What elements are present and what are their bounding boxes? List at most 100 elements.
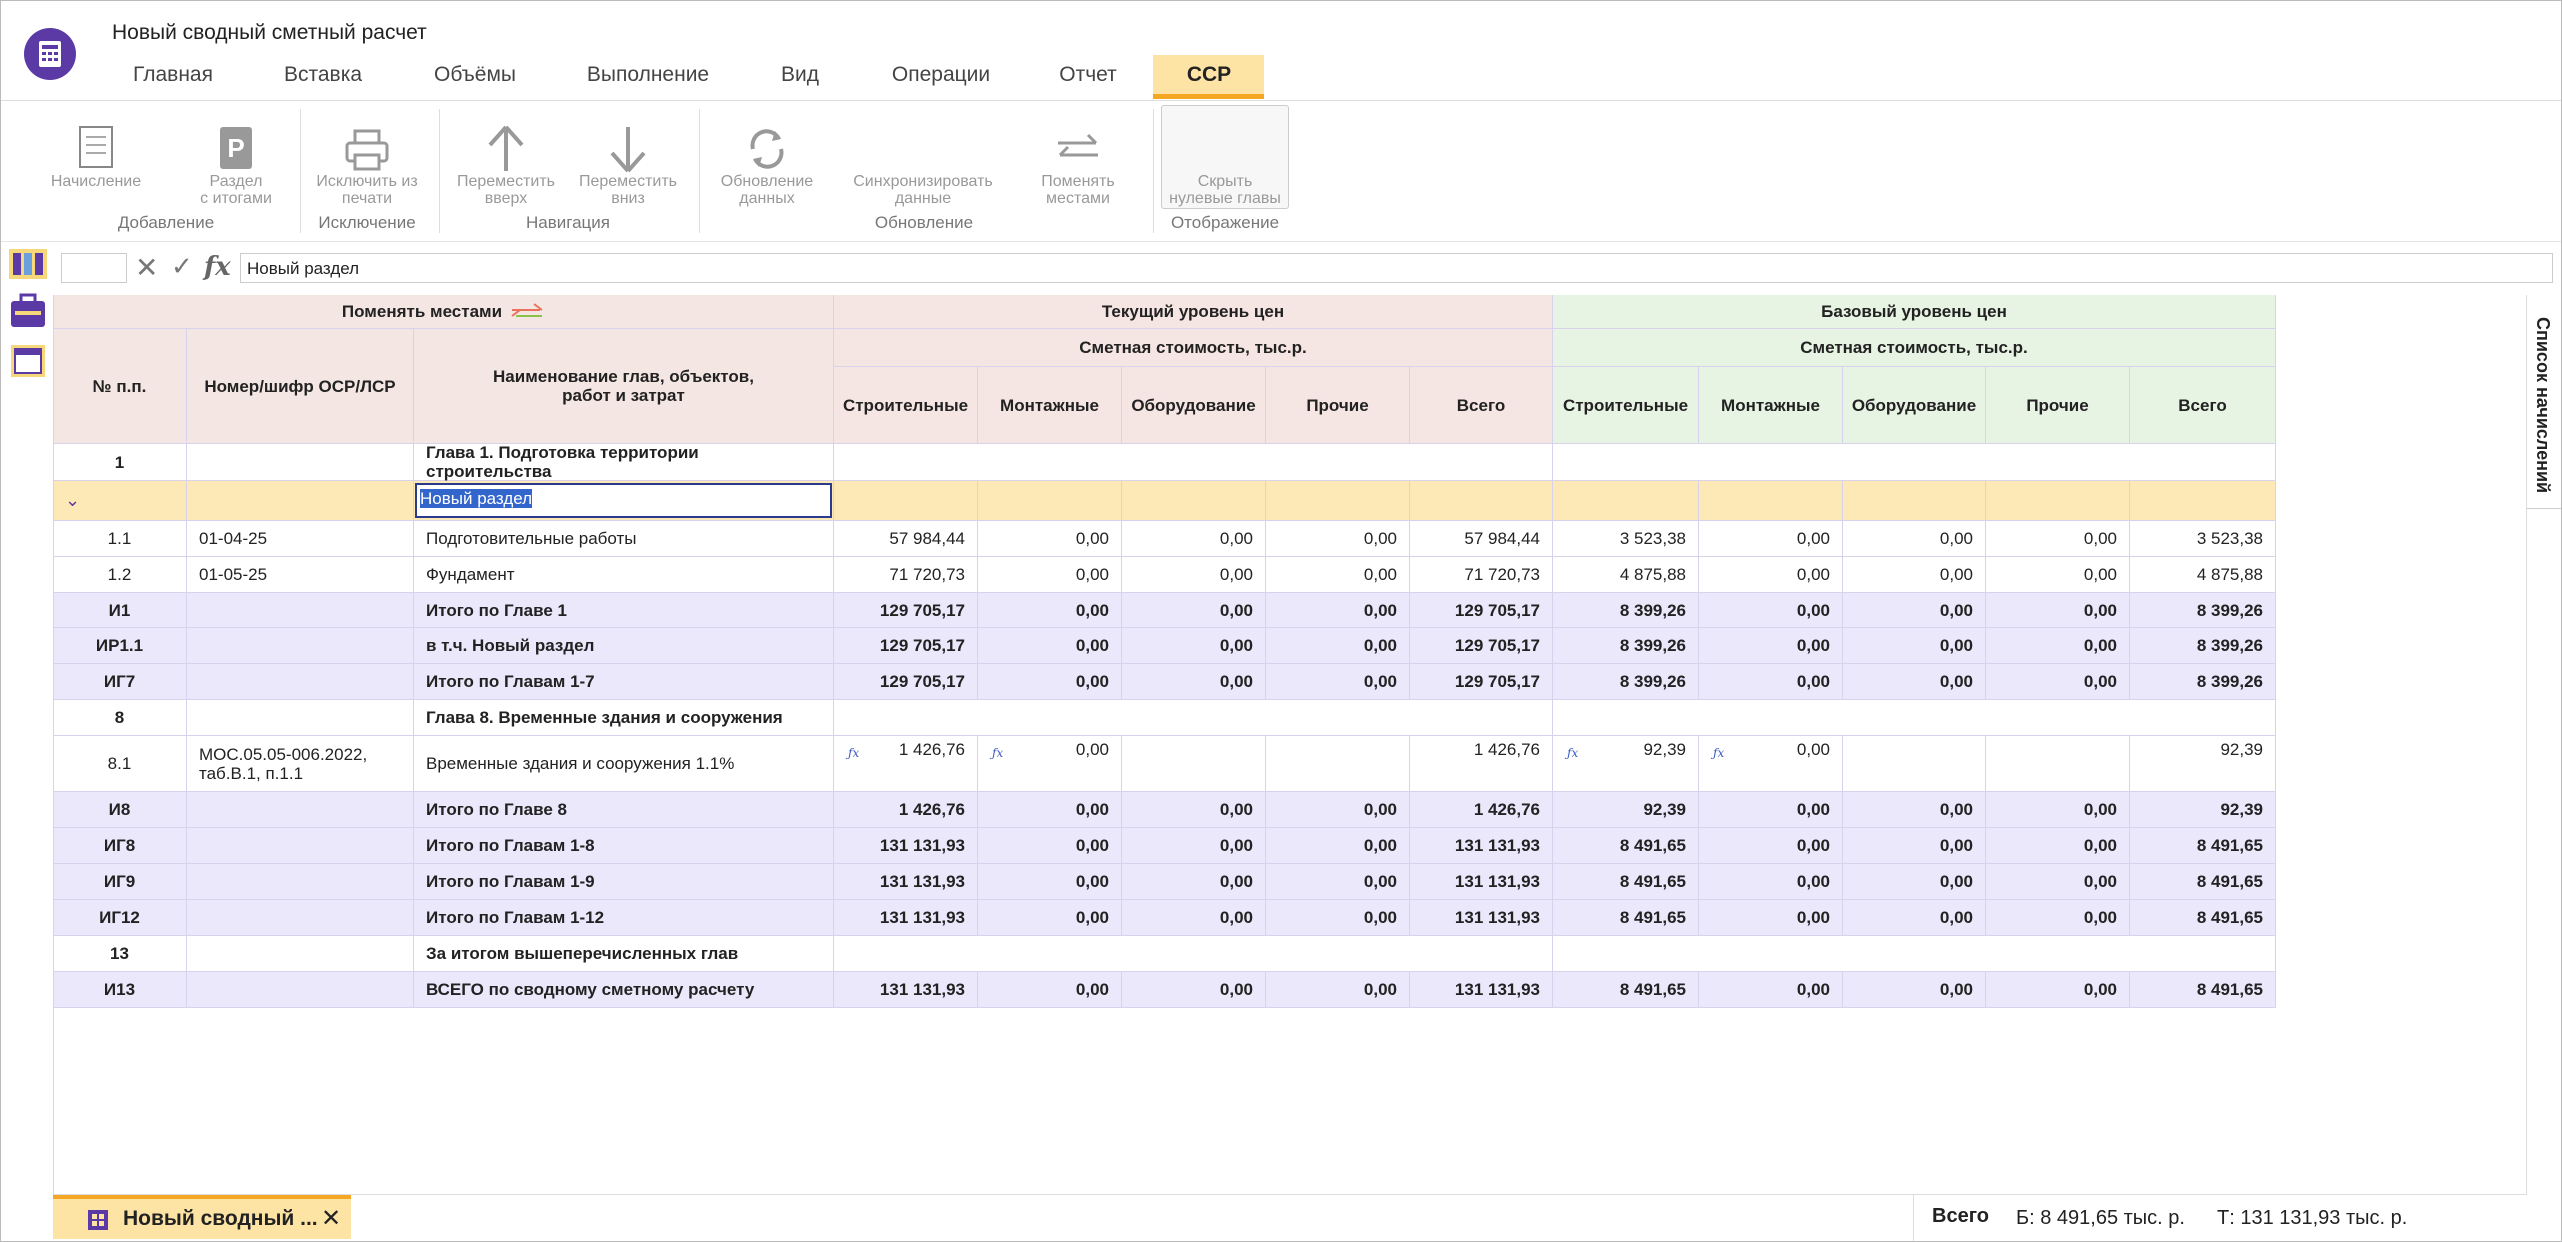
button-label: Раздел с итогами (161, 173, 311, 207)
group-label: Исключение (318, 213, 415, 233)
value-cell: 0,00 (1122, 972, 1266, 1008)
menu-tab[interactable]: Выполнение (587, 63, 709, 87)
menu-tab[interactable]: Главная (133, 63, 213, 87)
value-cell (1266, 736, 1410, 792)
value-cell: 0,00 (978, 557, 1122, 593)
value-cell: 1 426,76ƒx (834, 736, 978, 792)
value-cell: 0,00 (1843, 628, 1986, 664)
menu-tab[interactable]: Отчет (1059, 63, 1117, 87)
menu-tab[interactable]: Объёмы (434, 63, 516, 87)
side-tab-label: Список начислений (2532, 317, 2553, 493)
value-cell: 8 491,65 (1553, 900, 1699, 936)
button-icon (478, 123, 534, 175)
formula-marker: ƒx (1567, 744, 1578, 763)
value-cell: 0,00 (1122, 664, 1266, 700)
group-subheader: Сметная стоимость, тыс.р. (1553, 329, 2276, 367)
ribbon-button[interactable] (32, 105, 160, 209)
value-cell: 131 131,93 (834, 972, 978, 1008)
column-header: Всего (1410, 367, 1553, 444)
menu-tab[interactable]: Операции (892, 63, 990, 87)
value-cell (2130, 481, 2276, 521)
value-cell: 8 491,65 (2130, 864, 2276, 900)
document-tab[interactable]: Новый сводный ... ✕ (53, 1195, 351, 1239)
button-label: Синхронизировать данные (848, 173, 998, 207)
value-cell: 129 705,17 (1410, 664, 1553, 700)
cancel-icon[interactable]: ✕ (135, 251, 158, 284)
formula-input[interactable]: Новый раздел (240, 253, 2553, 283)
value-cell: 0,00 (1843, 557, 1986, 593)
value-cell: 0,00 (1843, 864, 1986, 900)
document-tab-title: Новый сводный ... (123, 1207, 318, 1231)
value-cell: 0,00 (1266, 593, 1410, 628)
value-cell: 0,00 (1699, 664, 1843, 700)
row-values (834, 700, 1553, 736)
value-cell: 0,00 (978, 593, 1122, 628)
value-cell: 0,00 (1986, 593, 2130, 628)
column-header: Оборудование (1843, 367, 1986, 444)
value-cell (1122, 481, 1266, 521)
value-cell: 0,00 (1266, 972, 1410, 1008)
value-cell: 1 426,76 (1410, 736, 1553, 792)
value-cell (1553, 481, 1699, 521)
value-cell: 92,39 (2130, 792, 2276, 828)
value-cell: 8 399,26 (2130, 664, 2276, 700)
column-header: Всего (2130, 367, 2276, 444)
column-header: Монтажные (978, 367, 1122, 444)
expand-chevron[interactable]: ⌄ (65, 491, 80, 510)
accept-icon[interactable]: ✓ (171, 251, 193, 282)
menu-tab[interactable]: Вид (781, 63, 819, 87)
name-box[interactable] (61, 253, 127, 283)
value-cell: 8 491,65 (2130, 900, 2276, 936)
value-cell (1410, 481, 1553, 521)
row-values (1553, 444, 2276, 481)
value-cell: 8 399,26 (2130, 593, 2276, 628)
status-base: Б: 8 491,65 тыс. р. (2016, 1207, 2185, 1230)
row-name: За итогом вышеперечисленных глав (414, 936, 834, 972)
row-name: ВСЕГО по сводному сметному расчету (414, 972, 834, 1008)
value-cell: 0,00 (978, 628, 1122, 664)
side-tab[interactable]: Список начислений (2527, 295, 2562, 509)
menu-tab[interactable]: ССР (1187, 63, 1231, 87)
value-cell: 0,00 (1986, 792, 2130, 828)
value-cell: 0,00 (978, 972, 1122, 1008)
bottom-separator (53, 1194, 2526, 1195)
group-label: Отображение (1171, 213, 1279, 233)
column-header: Строительные (1553, 367, 1699, 444)
row-values (834, 936, 1553, 972)
button-label: Обновление данных (692, 173, 842, 207)
value-cell: 0,00ƒx (1699, 736, 1843, 792)
value-cell (1122, 736, 1266, 792)
value-cell: 0,00 (1843, 900, 1986, 936)
value-cell: 3 523,38 (1553, 521, 1699, 557)
menu-tab[interactable]: Вставка (284, 63, 362, 87)
edit-box[interactable]: Новый раздел (415, 483, 832, 518)
group-separator (699, 109, 700, 233)
row-code (187, 664, 414, 700)
close-tab[interactable]: ✕ (321, 1204, 341, 1233)
value-cell: 0,00 (1986, 828, 2130, 864)
value-cell: 0,00 (1986, 972, 2130, 1008)
left-sidebar[interactable] (7, 245, 49, 385)
value-cell: 131 131,93 (1410, 972, 1553, 1008)
value-cell: 129 705,17 (834, 593, 978, 628)
row-code (187, 700, 414, 736)
row-number: И13 (53, 972, 187, 1008)
value-cell: 0,00 (1986, 521, 2130, 557)
button-icon: P (208, 123, 264, 175)
value-cell: 57 984,44 (834, 521, 978, 557)
value-cell: 0,00 (1986, 900, 2130, 936)
row-name: в т.ч. Новый раздел (414, 628, 834, 664)
value-cell: 0,00 (1699, 792, 1843, 828)
column-header: № п.п. (53, 329, 187, 444)
value-cell: 0,00 (978, 864, 1122, 900)
row-code: МОС.05.05-006.2022, таб.В.1, п.1.1 (187, 736, 414, 792)
value-cell: 3 523,38 (2130, 521, 2276, 557)
value-cell: 8 491,65 (1553, 972, 1699, 1008)
value-cell: 0,00 (978, 664, 1122, 700)
swap-icon (510, 302, 544, 322)
status-separator (1913, 1195, 1914, 1241)
formula-marker: ƒx (992, 744, 1003, 763)
row-name: Подготовительные работы (414, 521, 834, 557)
